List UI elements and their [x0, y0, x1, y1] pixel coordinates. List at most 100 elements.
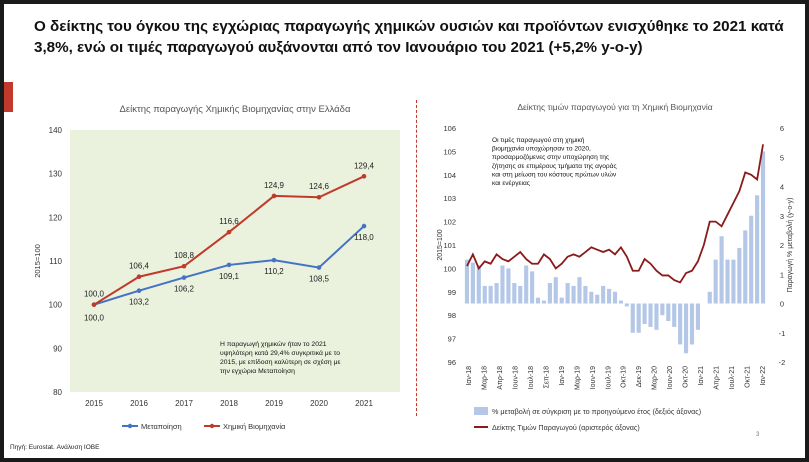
annotation-text: Οι τιμές παραγωγού στη χημική	[492, 136, 585, 144]
yoy-bar	[749, 215, 754, 304]
x-tick-label: 2020	[310, 399, 328, 408]
y-tick-label-right: 0	[780, 300, 784, 309]
x-tick-label: Μαρ-19	[574, 366, 581, 390]
data-label: 103,2	[129, 298, 150, 307]
x-tick-label: 2017	[175, 399, 193, 408]
x-tick-label: 2016	[130, 399, 148, 408]
y-tick-label-left: 104	[443, 171, 456, 180]
slide: Ο δείκτης του όγκου της εγχώριας παραγωγ…	[4, 4, 805, 458]
y-axis-label: 2015=100	[33, 244, 42, 278]
yoy-bar	[565, 283, 570, 304]
x-tick-label: Ιαν-18	[466, 366, 473, 386]
yoy-bar	[624, 303, 629, 307]
y-tick-label: 140	[49, 126, 63, 135]
yoy-bar	[595, 294, 600, 304]
yoy-bar	[553, 277, 558, 304]
y-tick-label-right: 5	[780, 153, 784, 162]
y-tick-label-left: 102	[443, 218, 456, 227]
data-point	[271, 193, 277, 199]
chart-title: Δείκτης τιμών παραγωγού για τη Χημική Βι…	[517, 102, 712, 112]
yoy-bar	[571, 285, 576, 304]
x-tick-label: Απρ-21	[714, 366, 721, 390]
annotation-text: Η παραγωγή χημικών ήταν το 2021	[220, 340, 327, 348]
yoy-bar	[654, 303, 659, 330]
yoy-bar	[607, 288, 612, 304]
y-tick-label: 120	[49, 213, 63, 222]
data-label: 118,0	[354, 233, 374, 242]
yoy-bar	[601, 285, 606, 304]
y-tick-label-right: -2	[779, 358, 786, 367]
data-point	[226, 229, 232, 235]
y-tick-label-left: 96	[448, 358, 456, 367]
ppi-line	[466, 144, 764, 284]
legend-label: % μεταβολή σε σύγκριση με το προηγούμενο…	[492, 407, 701, 416]
yoy-bar	[612, 291, 618, 304]
x-tick-label: Ιουλ-19	[605, 366, 612, 389]
data-label: 108,8	[174, 251, 195, 260]
data-label: 124,9	[264, 181, 285, 190]
yoy-bar	[535, 297, 541, 304]
x-tick-label: Μαρ-20	[652, 366, 659, 390]
yoy-bar	[506, 268, 511, 304]
yoy-bar	[713, 259, 718, 304]
y-axis-label-right: Παραγωγή % μεταβολή (y-o-y)	[787, 198, 794, 293]
yoy-bar	[618, 300, 623, 304]
annotation-text: προσαρμοζόμενες στην υποχώρηση της	[492, 153, 609, 161]
legend-marker	[127, 423, 133, 429]
yoy-bar	[642, 303, 647, 324]
yoy-bar	[512, 283, 517, 304]
x-tick-label: Ιουλ-18	[528, 366, 535, 389]
data-point	[181, 275, 187, 280]
yoy-bar	[725, 259, 730, 304]
x-tick-label: Οκτ-21	[745, 366, 752, 388]
annotation-text: και ενέργειας	[492, 179, 530, 187]
annotation-text: υψηλότερη κατά 29,4% συγκριτικά με το	[220, 349, 340, 357]
data-point	[361, 223, 367, 229]
yoy-bar	[518, 285, 523, 304]
data-label: 124,6	[309, 182, 330, 191]
yoy-bar	[583, 285, 588, 304]
annotation-text: βιομηχανία υποχώρησαν το 2020,	[492, 145, 591, 153]
yoy-bar	[500, 265, 505, 304]
data-label: 129,4	[354, 161, 375, 170]
y-tick-label-left: 101	[443, 241, 456, 250]
yoy-bar	[547, 283, 552, 304]
yoy-bar	[530, 271, 535, 304]
y-tick-label-left: 100	[443, 264, 456, 273]
x-tick-label: Ιαν-21	[698, 366, 705, 386]
yoy-bar	[737, 247, 742, 304]
x-tick-label: Οκτ-19	[621, 366, 628, 388]
yoy-bar	[464, 259, 470, 304]
yoy-bar	[707, 291, 712, 304]
x-tick-label: Σεπ-18	[543, 366, 550, 389]
yoy-bar	[470, 262, 475, 304]
producer-price-chart: Δείκτης τιμών παραγωγού για τη Χημική Βι…	[437, 102, 794, 432]
yoy-bar	[476, 265, 481, 304]
y-tick-label: 130	[49, 170, 63, 179]
annotation-text: και στη μείωση του κόστους πρώτων υλών	[492, 170, 617, 178]
x-tick-label: 2021	[355, 399, 373, 408]
plot-area	[70, 130, 400, 392]
y-tick-label-left: 106	[443, 124, 456, 133]
y-tick-label-right: 3	[780, 212, 784, 221]
y-tick-label-right: -1	[779, 329, 786, 338]
y-tick-label: 110	[49, 257, 62, 266]
x-tick-label: 2015	[85, 399, 103, 408]
data-label: 100,0	[84, 314, 105, 323]
yoy-bar	[689, 303, 695, 345]
y-tick-label-left: 105	[443, 147, 456, 156]
yoy-bar	[589, 291, 594, 304]
x-tick-label: Δεκ-19	[636, 366, 643, 388]
data-point	[271, 257, 277, 263]
yoy-bar	[760, 151, 766, 304]
legend-swatch-bars	[474, 407, 488, 415]
data-point	[181, 263, 187, 269]
y-tick-label-right: 2	[780, 241, 784, 250]
yoy-bar	[666, 303, 671, 322]
legend-marker	[209, 423, 215, 429]
data-label: 100,0	[84, 290, 105, 299]
yoy-bar	[683, 303, 689, 354]
yoy-bar	[648, 303, 653, 327]
annotation-text: 2015, με επίδοση καλύτερη σε σχέση με	[220, 358, 341, 366]
y-tick-label-left: 97	[448, 335, 456, 344]
